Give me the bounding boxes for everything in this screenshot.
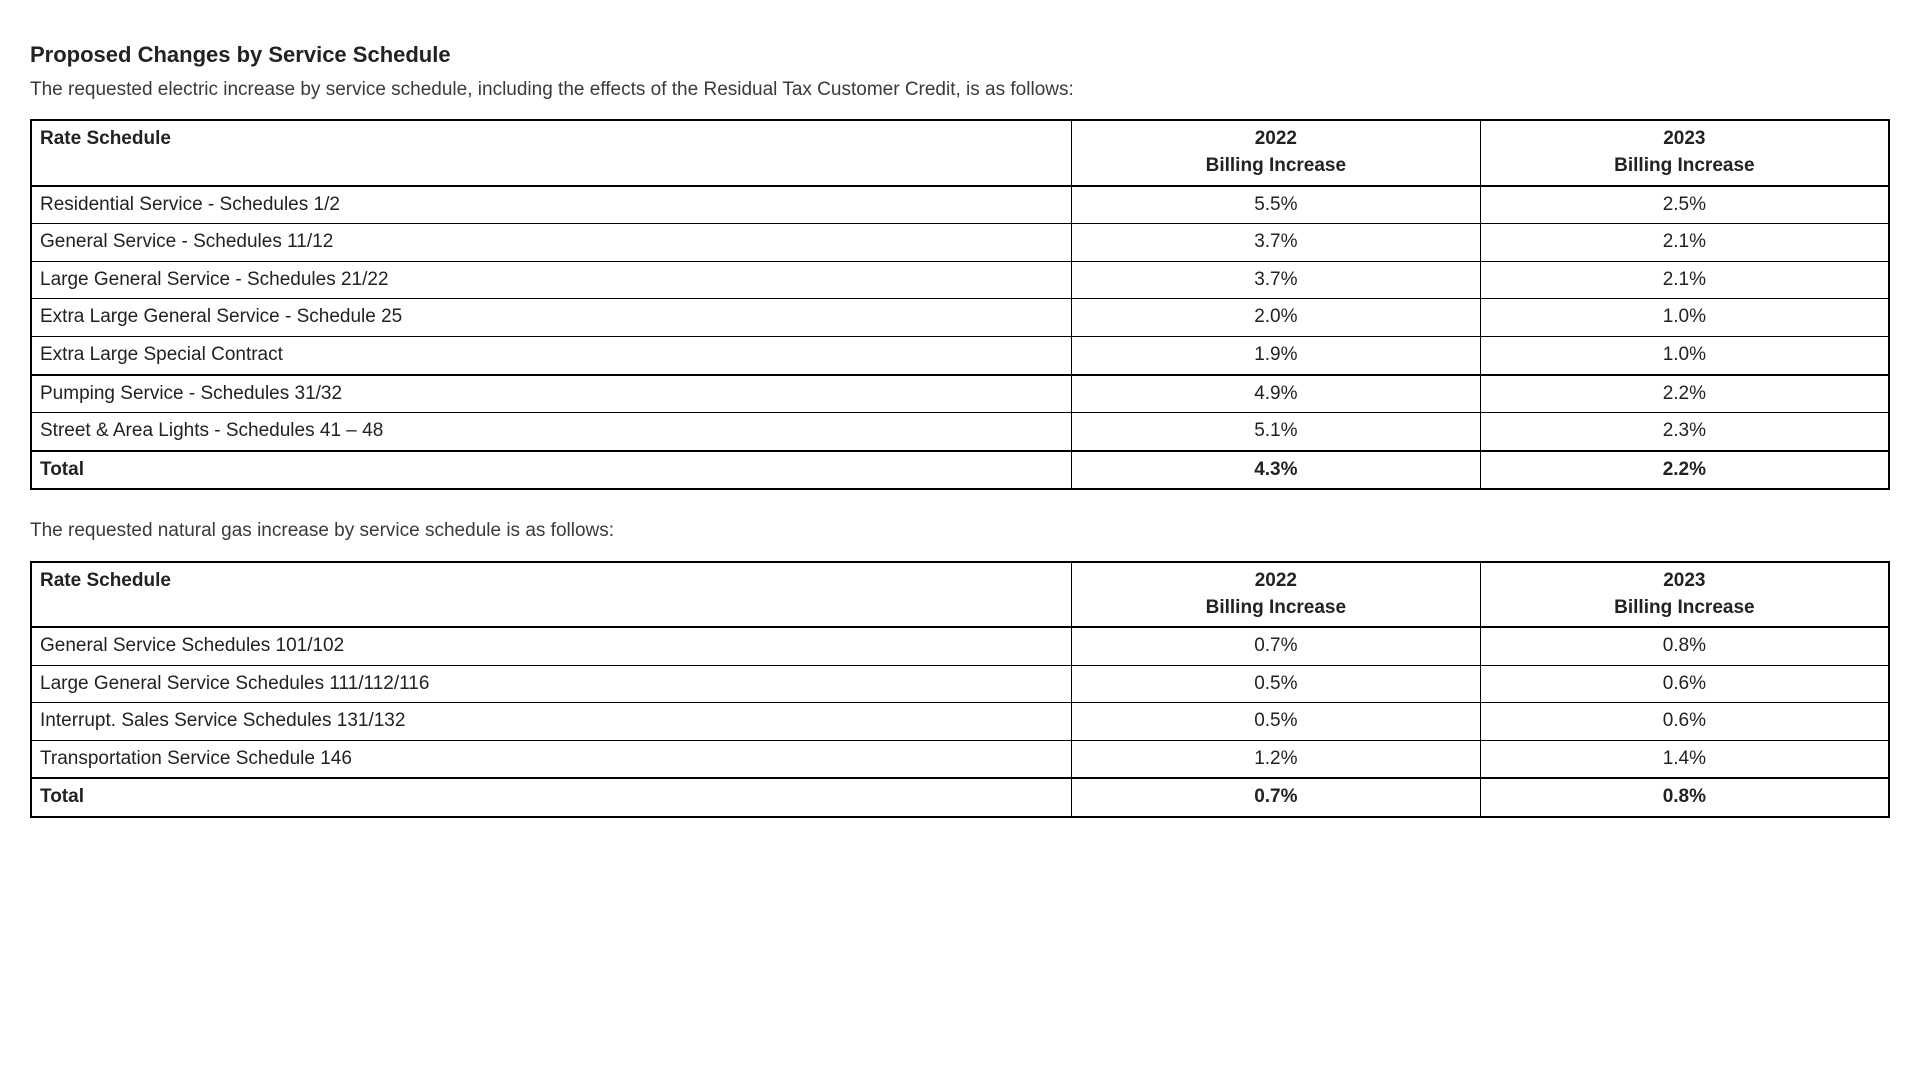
- row-v23: 0.6%: [1480, 703, 1889, 741]
- gas-table: Rate Schedule 2022 Billing Increase 2023…: [30, 561, 1890, 818]
- total-v22: 0.7%: [1071, 778, 1480, 817]
- row-v22: 1.9%: [1071, 336, 1480, 374]
- header-rate-schedule: Rate Schedule: [31, 120, 1071, 185]
- total-v23: 2.2%: [1480, 451, 1889, 490]
- table-row: Street & Area Lights - Schedules 41 – 48…: [31, 413, 1889, 451]
- electric-table: Rate Schedule 2022 Billing Increase 2023…: [30, 119, 1890, 490]
- table-row: General Service Schedules 101/102 0.7% 0…: [31, 627, 1889, 665]
- header-2023-l2: Billing Increase: [1489, 153, 1880, 180]
- header-2022: 2022 Billing Increase: [1071, 120, 1480, 185]
- table-row: Residential Service - Schedules 1/2 5.5%…: [31, 186, 1889, 224]
- table-row: Transportation Service Schedule 146 1.2%…: [31, 740, 1889, 778]
- total-v22: 4.3%: [1071, 451, 1480, 490]
- table-row: Interrupt. Sales Service Schedules 131/1…: [31, 703, 1889, 741]
- row-name: General Service Schedules 101/102: [31, 627, 1071, 665]
- row-v22: 5.5%: [1071, 186, 1480, 224]
- row-v23: 1.4%: [1480, 740, 1889, 778]
- header-2023-l2: Billing Increase: [1489, 595, 1880, 622]
- row-name: Pumping Service - Schedules 31/32: [31, 375, 1071, 413]
- table-header-row: Rate Schedule 2022 Billing Increase 2023…: [31, 562, 1889, 627]
- header-2023-l1: 2023: [1489, 568, 1880, 595]
- table-total-row: Total 0.7% 0.8%: [31, 778, 1889, 817]
- row-name: Large General Service - Schedules 21/22: [31, 261, 1071, 299]
- row-v23: 1.0%: [1480, 299, 1889, 337]
- row-v22: 3.7%: [1071, 261, 1480, 299]
- header-2022-l2: Billing Increase: [1080, 595, 1472, 622]
- row-v22: 5.1%: [1071, 413, 1480, 451]
- row-name: Large General Service Schedules 111/112/…: [31, 665, 1071, 703]
- gas-description: The requested natural gas increase by se…: [30, 518, 1890, 545]
- row-name: General Service - Schedules 11/12: [31, 224, 1071, 262]
- table-row: Pumping Service - Schedules 31/32 4.9% 2…: [31, 375, 1889, 413]
- header-2022: 2022 Billing Increase: [1071, 562, 1480, 627]
- table-header-row: Rate Schedule 2022 Billing Increase 2023…: [31, 120, 1889, 185]
- table-row: General Service - Schedules 11/12 3.7% 2…: [31, 224, 1889, 262]
- row-v23: 2.1%: [1480, 261, 1889, 299]
- row-name: Extra Large General Service - Schedule 2…: [31, 299, 1071, 337]
- table-row: Large General Service Schedules 111/112/…: [31, 665, 1889, 703]
- header-2022-l1: 2022: [1080, 126, 1472, 153]
- total-v23: 0.8%: [1480, 778, 1889, 817]
- row-name: Extra Large Special Contract: [31, 336, 1071, 374]
- page-title: Proposed Changes by Service Schedule: [30, 40, 1890, 71]
- row-v22: 0.5%: [1071, 703, 1480, 741]
- row-v22: 1.2%: [1071, 740, 1480, 778]
- row-v23: 2.1%: [1480, 224, 1889, 262]
- row-v22: 2.0%: [1071, 299, 1480, 337]
- row-name: Interrupt. Sales Service Schedules 131/1…: [31, 703, 1071, 741]
- header-2023: 2023 Billing Increase: [1480, 562, 1889, 627]
- row-name: Street & Area Lights - Schedules 41 – 48: [31, 413, 1071, 451]
- total-name: Total: [31, 778, 1071, 817]
- row-v23: 1.0%: [1480, 336, 1889, 374]
- row-v23: 0.6%: [1480, 665, 1889, 703]
- row-v22: 0.7%: [1071, 627, 1480, 665]
- table-total-row: Total 4.3% 2.2%: [31, 451, 1889, 490]
- row-v22: 3.7%: [1071, 224, 1480, 262]
- row-v23: 2.3%: [1480, 413, 1889, 451]
- row-name: Residential Service - Schedules 1/2: [31, 186, 1071, 224]
- header-2022-l1: 2022: [1080, 568, 1472, 595]
- table-row: Large General Service - Schedules 21/22 …: [31, 261, 1889, 299]
- row-name: Transportation Service Schedule 146: [31, 740, 1071, 778]
- header-2022-l2: Billing Increase: [1080, 153, 1472, 180]
- header-2023-l1: 2023: [1489, 126, 1880, 153]
- electric-description: The requested electric increase by servi…: [30, 77, 1890, 104]
- header-rate-schedule: Rate Schedule: [31, 562, 1071, 627]
- row-v23: 2.2%: [1480, 375, 1889, 413]
- row-v23: 2.5%: [1480, 186, 1889, 224]
- total-name: Total: [31, 451, 1071, 490]
- row-v23: 0.8%: [1480, 627, 1889, 665]
- table-row: Extra Large General Service - Schedule 2…: [31, 299, 1889, 337]
- header-2023: 2023 Billing Increase: [1480, 120, 1889, 185]
- row-v22: 0.5%: [1071, 665, 1480, 703]
- row-v22: 4.9%: [1071, 375, 1480, 413]
- table-row: Extra Large Special Contract 1.9% 1.0%: [31, 336, 1889, 374]
